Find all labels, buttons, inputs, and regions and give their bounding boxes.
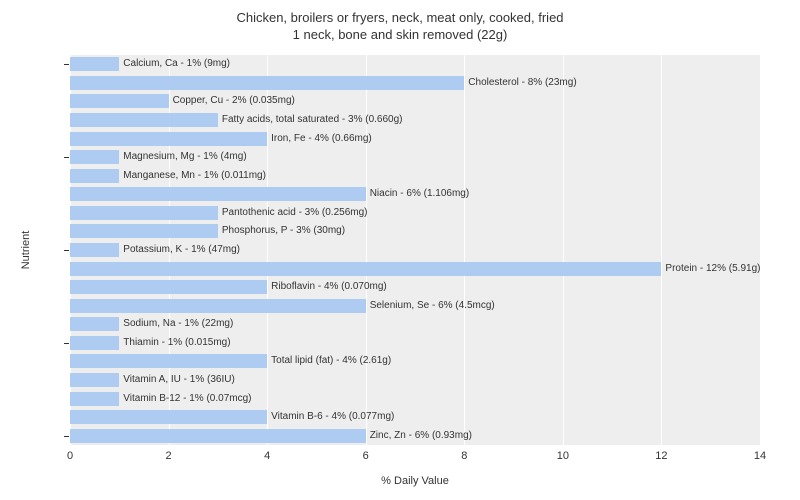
x-tick-label: 0	[67, 450, 73, 462]
nutrient-bar	[70, 57, 119, 71]
nutrient-bar	[70, 299, 366, 313]
chart-title: Chicken, broilers or fryers, neck, meat …	[0, 0, 800, 44]
gridline	[464, 55, 465, 445]
x-tick-label: 10	[557, 450, 569, 462]
nutrient-bar	[70, 94, 169, 108]
y-axis-label: Nutrient	[20, 231, 32, 270]
nutrient-bar	[70, 243, 119, 257]
nutrient-chart: Chicken, broilers or fryers, neck, meat …	[0, 0, 800, 500]
nutrient-bar-label: Vitamin B-6 - 4% (0.077mg)	[271, 410, 394, 424]
nutrient-bar-label: Potassium, K - 1% (47mg)	[123, 243, 240, 257]
nutrient-bar-label: Fatty acids, total saturated - 3% (0.660…	[222, 113, 403, 127]
x-tick-label: 4	[264, 450, 270, 462]
nutrient-bar-label: Magnesium, Mg - 1% (4mg)	[123, 150, 246, 164]
nutrient-bar	[70, 224, 218, 238]
x-tick-label: 14	[754, 450, 766, 462]
nutrient-bar-label: Protein - 12% (5.91g)	[665, 262, 760, 276]
nutrient-bar-label: Riboflavin - 4% (0.070mg)	[271, 280, 387, 294]
nutrient-bar-label: Sodium, Na - 1% (22mg)	[123, 317, 233, 331]
nutrient-bar-label: Cholesterol - 8% (23mg)	[468, 76, 576, 90]
gridline	[661, 55, 662, 445]
nutrient-bar	[70, 113, 218, 127]
nutrient-bar	[70, 169, 119, 183]
title-line-2: 1 neck, bone and skin removed (22g)	[293, 27, 508, 42]
y-tick	[64, 64, 69, 65]
title-line-1: Chicken, broilers or fryers, neck, meat …	[236, 10, 563, 25]
nutrient-bar	[70, 76, 464, 90]
nutrient-bar-label: Total lipid (fat) - 4% (2.61g)	[271, 354, 391, 368]
nutrient-bar-label: Phosphorus, P - 3% (30mg)	[222, 224, 345, 238]
plot-area: 02468101214Calcium, Ca - 1% (9mg)Cholest…	[70, 55, 760, 445]
nutrient-bar-label: Pantothenic acid - 3% (0.256mg)	[222, 206, 368, 220]
gridline	[760, 55, 761, 445]
nutrient-bar-label: Selenium, Se - 6% (4.5mcg)	[370, 299, 495, 313]
nutrient-bar-label: Manganese, Mn - 1% (0.011mg)	[123, 169, 266, 183]
gridline	[563, 55, 564, 445]
nutrient-bar	[70, 280, 267, 294]
x-tick-label: 12	[655, 450, 667, 462]
y-tick	[64, 250, 69, 251]
nutrient-bar-label: Vitamin B-12 - 1% (0.07mcg)	[123, 392, 251, 406]
nutrient-bar-label: Calcium, Ca - 1% (9mg)	[123, 57, 230, 71]
nutrient-bar-label: Vitamin A, IU - 1% (36IU)	[123, 373, 235, 387]
y-tick	[64, 436, 69, 437]
x-tick-label: 8	[461, 450, 467, 462]
nutrient-bar	[70, 206, 218, 220]
nutrient-bar	[70, 373, 119, 387]
nutrient-bar-label: Zinc, Zn - 6% (0.93mg)	[370, 429, 472, 443]
x-tick-label: 6	[363, 450, 369, 462]
nutrient-bar	[70, 354, 267, 368]
y-tick	[64, 343, 69, 344]
nutrient-bar-label: Niacin - 6% (1.106mg)	[370, 187, 469, 201]
nutrient-bar	[70, 262, 661, 276]
x-tick-label: 2	[166, 450, 172, 462]
nutrient-bar	[70, 150, 119, 164]
nutrient-bar	[70, 317, 119, 331]
nutrient-bar-label: Iron, Fe - 4% (0.66mg)	[271, 132, 372, 146]
nutrient-bar	[70, 392, 119, 406]
nutrient-bar	[70, 429, 366, 443]
nutrient-bar	[70, 132, 267, 146]
y-tick	[64, 157, 69, 158]
nutrient-bar	[70, 410, 267, 424]
x-axis-label: % Daily Value	[381, 475, 449, 487]
nutrient-bar-label: Copper, Cu - 2% (0.035mg)	[173, 94, 295, 108]
nutrient-bar	[70, 187, 366, 201]
nutrient-bar-label: Thiamin - 1% (0.015mg)	[123, 336, 230, 350]
nutrient-bar	[70, 336, 119, 350]
